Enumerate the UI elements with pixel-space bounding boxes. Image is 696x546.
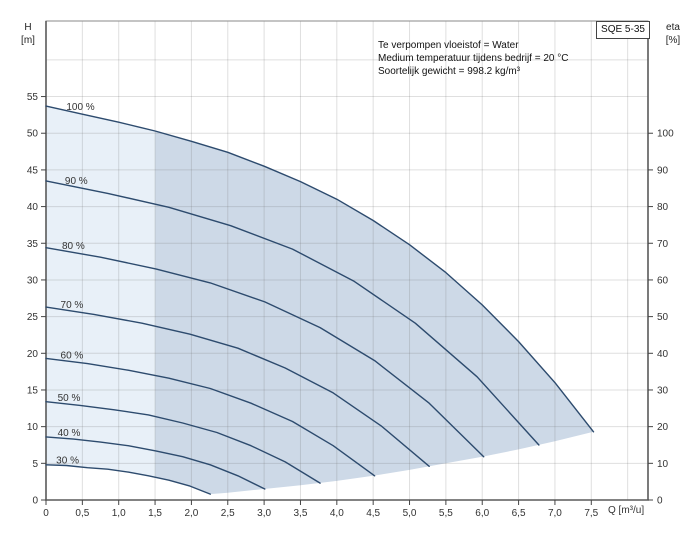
h-axis-tick-label: 0 xyxy=(32,496,38,507)
pump-curve-90pct xyxy=(45,180,540,446)
operating-region-dark xyxy=(155,131,594,495)
pump-model-badge: SQE 5-35 xyxy=(596,21,650,39)
h-axis-tick-label: 25 xyxy=(27,312,39,323)
x-axis-tick-label: 2,5 xyxy=(221,508,235,519)
eta-axis-tick-label: 30 xyxy=(657,385,669,396)
pump-curve-80pct xyxy=(45,246,485,458)
condition-fluid: Te verpompen vloeistof = Water xyxy=(378,40,519,51)
h-axis-tick-label: 55 xyxy=(27,92,39,103)
curve-label-60pct: 60 % xyxy=(61,350,84,361)
eta-axis-tick-label: 20 xyxy=(657,422,669,433)
h-symbol: H xyxy=(24,22,32,33)
condition-temperature: Medium temperatuur tijdens bedrijf = 20 … xyxy=(378,53,569,64)
curve-label-30pct: 30 % xyxy=(56,456,79,467)
h-axis-tick-label: 40 xyxy=(27,202,39,213)
curve-label-40pct: 40 % xyxy=(58,428,81,439)
eta-axis-tick-label: 60 xyxy=(657,275,669,286)
x-axis-tick-label: 6,5 xyxy=(512,508,526,519)
x-axis-tick-label: 5,0 xyxy=(403,508,417,519)
pump-curve-30pct xyxy=(45,464,212,495)
eta-axis-tick-label: 100 xyxy=(657,129,674,140)
pump-curve-40pct xyxy=(45,436,266,490)
pump-curve-60pct xyxy=(45,357,376,477)
pump-curve-50pct xyxy=(45,401,321,484)
x-axis-unit-label: Q [m³/u] xyxy=(608,505,645,516)
left-axis-unit-label: H [m] xyxy=(12,21,44,47)
operating-region-light xyxy=(46,106,156,478)
axis-frame xyxy=(45,21,649,501)
x-axis-tick-label: 3,0 xyxy=(257,508,271,519)
h-unit: [m] xyxy=(21,35,35,46)
eta-axis-tick-label: 80 xyxy=(657,202,669,213)
x-axis-tick-label: 0 xyxy=(43,508,49,519)
curve-label-80pct: 80 % xyxy=(62,241,85,252)
x-axis-tick-label: 6,0 xyxy=(475,508,489,519)
h-axis-tick-label: 30 xyxy=(27,275,39,286)
x-axis-tick-label: 4,0 xyxy=(330,508,344,519)
h-axis-tick-label: 20 xyxy=(27,349,39,360)
x-axis-tick-label: 3,5 xyxy=(294,508,308,519)
eta-axis-tick-label: 10 xyxy=(657,459,669,470)
eta-axis-tick-label: 70 xyxy=(657,239,669,250)
h-axis-tick-label: 50 xyxy=(27,129,39,140)
curve-label-50pct: 50 % xyxy=(58,393,81,404)
curve-label-100pct: 100 % xyxy=(66,102,94,113)
eta-symbol: eta xyxy=(666,22,680,33)
h-axis-tick-label: 5 xyxy=(32,459,38,470)
h-axis-tick-label: 45 xyxy=(27,165,39,176)
curve-label-70pct: 70 % xyxy=(61,300,84,311)
x-axis-tick-label: 4,5 xyxy=(366,508,380,519)
pump-curve-100pct xyxy=(45,105,595,433)
eta-axis-tick-label: 0 xyxy=(657,496,663,507)
x-axis-tick-label: 1,5 xyxy=(148,508,162,519)
x-axis-tick-label: 5,5 xyxy=(439,508,453,519)
x-axis-tick-label: 7,5 xyxy=(584,508,598,519)
eta-axis-tick-label: 50 xyxy=(657,312,669,323)
eta-axis-tick-label: 40 xyxy=(657,349,669,360)
operating-conditions: Te verpompen vloeistof = Water Medium te… xyxy=(378,39,568,78)
h-axis-tick-label: 15 xyxy=(27,385,39,396)
curve-label-90pct: 90 % xyxy=(65,176,88,187)
pump-curve-70pct xyxy=(45,306,430,467)
condition-density: Soortelijk gewicht = 998.2 kg/m³ xyxy=(378,66,521,77)
h-axis-tick-label: 10 xyxy=(27,422,39,433)
eta-axis-tick-label: 90 xyxy=(657,165,669,176)
h-axis-tick-label: 35 xyxy=(27,239,39,250)
eta-unit: [%] xyxy=(665,35,681,46)
x-axis-tick-label: 2,0 xyxy=(184,508,198,519)
x-axis-tick-label: 0,5 xyxy=(75,508,89,519)
right-axis-unit-label: eta [%] xyxy=(656,21,690,47)
x-axis-tick-label: 7,0 xyxy=(548,508,562,519)
x-axis-tick-label: 1,0 xyxy=(112,508,126,519)
